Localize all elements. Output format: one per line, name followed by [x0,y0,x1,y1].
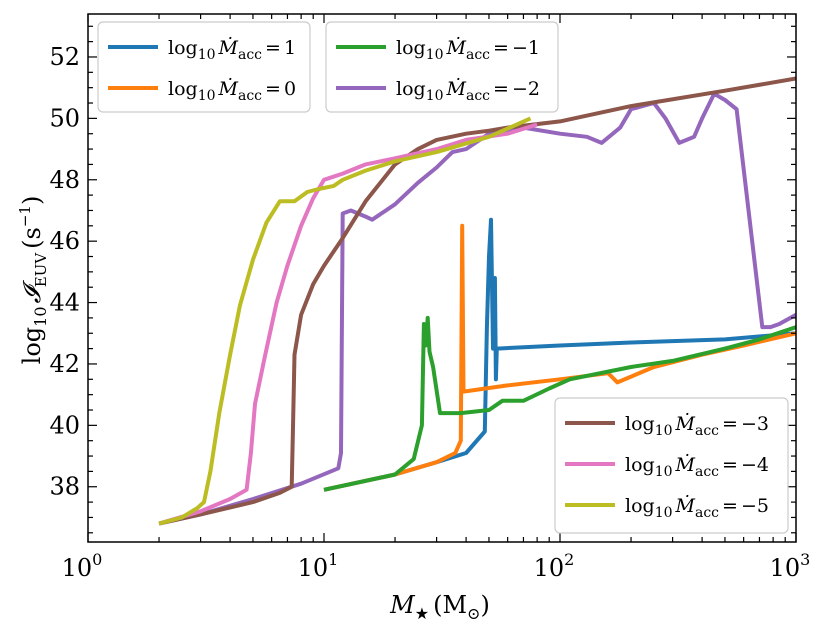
legend-entry-label: log10 Ṁacc = −4 [625,453,769,480]
legend-entry-label: log10 Ṁacc = −2 [396,77,540,104]
x-axis-title: M★ (M⊙) [389,591,490,623]
legend-entry-label: log10 Ṁacc = 1 [168,36,296,63]
y-axis-title: log10𝓘EUV(s−1) [16,196,50,365]
series-line-5 [158,122,538,526]
series-line-3 [158,91,796,526]
y-tick-label: 42 [49,350,80,378]
ticks-layer [87,14,797,542]
plot-frame [87,13,797,543]
y-tick-label: 46 [49,227,80,255]
y-tick-label: 52 [49,43,80,71]
legend-frame [554,397,789,534]
legend-entry-label: log10 Ṁacc = −5 [625,494,769,521]
legend-box-top-center: log10 Ṁacc = −1 log10 Ṁacc = −2 [325,21,559,113]
y-tick-label: 50 [49,104,80,132]
x-tick-label: 101 [298,550,339,582]
x-tick-label: 102 [534,550,575,582]
y-tick-label: 44 [49,289,80,317]
x-tick-label: 103 [770,550,811,582]
y-tick-label: 40 [49,411,80,439]
labels-layer: 38 40 42 44 46 48 50 52 100 101 102 103 [49,43,810,582]
series-line-0 [323,217,796,492]
series-line-6 [158,116,532,526]
series-line-2 [323,315,796,492]
legend-entry-label: log10 Ṁacc = 0 [168,77,296,104]
legend-box-bottom-right: log10 Ṁacc = −3 log10 Ṁacc = −4 log10 Ṁacc = −5 [554,397,789,534]
x-tick-label: 100 [62,550,103,582]
legend-box-top-left: log10 Ṁacc = 1 log10 Ṁacc = 0 [97,21,311,113]
series-layer [158,76,796,526]
legend-entry-label: log10 Ṁacc = −3 [625,412,769,439]
y-tick-label: 38 [49,473,80,501]
legend-entry-label: log10 Ṁacc = −1 [396,36,540,63]
y-tick-label: 48 [49,166,80,194]
